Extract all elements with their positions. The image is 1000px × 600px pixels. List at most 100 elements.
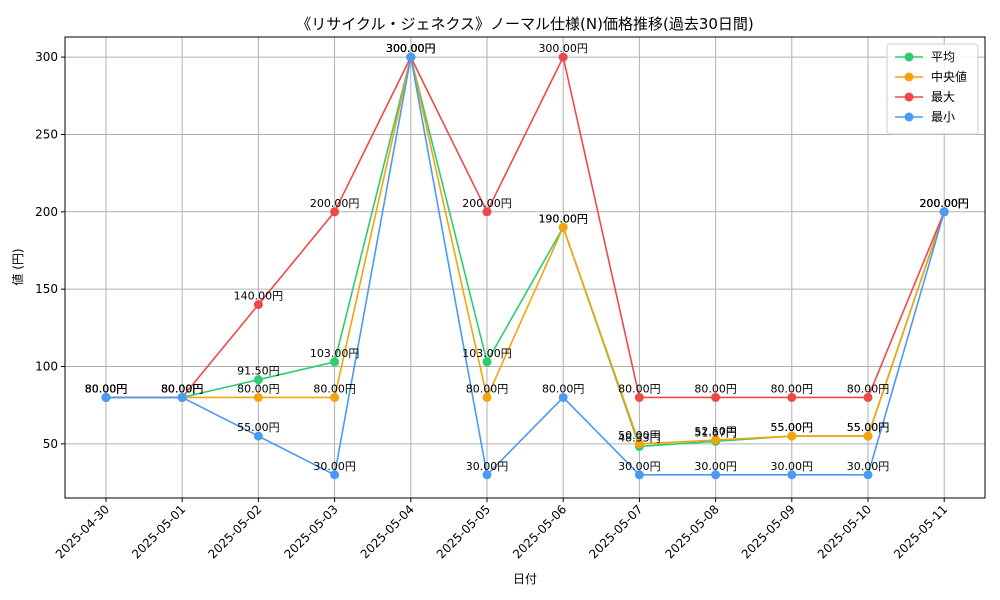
x-axis-label: 日付 [513,572,537,586]
data-label: 103.00円 [310,347,360,360]
data-point [711,392,721,402]
data-label: 300.00円 [386,42,436,55]
data-label: 200.00円 [462,197,512,210]
legend-entry-label: 平均 [931,50,955,64]
y-tick-label: 150 [35,282,58,296]
data-point [482,357,492,367]
data-label: 200.00円 [919,197,969,210]
data-point [253,392,263,402]
legend-entry-label: 最小 [931,110,955,124]
plot-frame [64,36,986,499]
y-tick-label: 50 [43,437,58,451]
data-point [787,431,797,441]
data-point [939,207,949,217]
data-point [711,435,721,445]
legend-entry-label: 中央値 [931,69,967,84]
data-label: 200.00円 [919,197,969,210]
data-point [558,222,568,232]
data-label: 200.00円 [919,197,969,210]
data-label: 300.00円 [386,42,436,55]
chart-title: 《リサイクル・ジェネクス》ノーマル仕様(N)価格推移(過去30日間) [296,15,754,33]
data-label: 30.00円 [694,460,737,473]
data-point [330,470,340,480]
data-label: 30.00円 [618,460,661,473]
data-label: 80.00円 [85,382,128,395]
data-point [330,357,340,367]
data-point [406,52,416,62]
data-label: 80.00円 [237,382,280,395]
y-axis-ticks: 50 100 150 200 250 300 [35,50,65,451]
data-label: 200.00円 [919,197,969,210]
data-label: 80.00円 [85,382,128,395]
data-label: 48.33円 [618,431,661,444]
data-label: 80.00円 [161,382,204,395]
data-point [482,392,492,402]
data-label: 55.00円 [237,421,280,434]
data-point [787,392,797,402]
data-point [634,392,644,402]
y-tick-label: 200 [35,205,58,219]
data-label: 80.00円 [161,382,204,395]
y-tick-label: 250 [35,127,58,141]
data-label: 140.00円 [234,290,284,303]
data-label: 80.00円 [694,382,737,395]
data-label: 80.00円 [618,382,661,395]
data-label: 200.00円 [310,197,360,210]
legend-swatch-marker [904,92,914,102]
data-point [558,52,568,62]
data-label: 91.50円 [237,365,280,378]
data-label: 80.00円 [847,382,890,395]
legend-entry-label: 最大 [931,90,955,104]
y-tick-label: 100 [35,360,58,374]
data-point [482,207,492,217]
data-label: 80.00円 [161,382,204,395]
data-point [101,392,111,402]
data-point [253,431,263,441]
series-line [106,56,945,445]
data-label: 80.00円 [161,382,204,395]
data-point [863,431,873,441]
data-label: 30.00円 [847,460,890,473]
data-label: 300.00円 [538,42,588,55]
y-axis-label: 値 (円) [10,248,25,285]
data-point [253,375,263,385]
y-tick-label: 300 [35,50,58,64]
data-point [634,470,644,480]
data-label: 55.00円 [847,421,890,434]
legend-swatch-marker [904,72,914,82]
data-point [634,439,644,449]
data-label: 55.00円 [771,421,814,434]
data-label: 55.00円 [847,421,890,434]
data-label: 80.00円 [542,382,585,395]
data-point [558,392,568,402]
data-point [482,470,492,480]
legend-swatch-marker [904,112,914,122]
data-label: 55.00円 [771,421,814,434]
data-label: 30.00円 [771,460,814,473]
data-point [711,470,721,480]
legend-box [886,43,979,135]
legend-swatch-marker [904,52,914,62]
data-label: 50.00円 [618,429,661,442]
data-label: 190.00円 [538,212,588,225]
data-label: 80.00円 [466,382,509,395]
data-label: 30.00円 [313,460,356,473]
data-point [863,470,873,480]
data-point [787,470,797,480]
data-point [330,207,340,217]
data-point [177,392,187,402]
data-label: 300.00円 [386,42,436,55]
data-label: 80.00円 [85,382,128,395]
data-point [253,300,263,310]
data-labels: 80.00円 80.00円 91.50円 103.00円 300.00円 103.00円 1… [85,42,969,473]
series-line [106,54,945,399]
data-label: 103.00円 [462,347,512,360]
data-label: 80.00円 [771,382,814,395]
data-point [863,392,873,402]
data-label: 51.67円 [694,426,737,439]
data-label: 52.50円 [694,425,737,438]
series-lines [101,52,949,480]
